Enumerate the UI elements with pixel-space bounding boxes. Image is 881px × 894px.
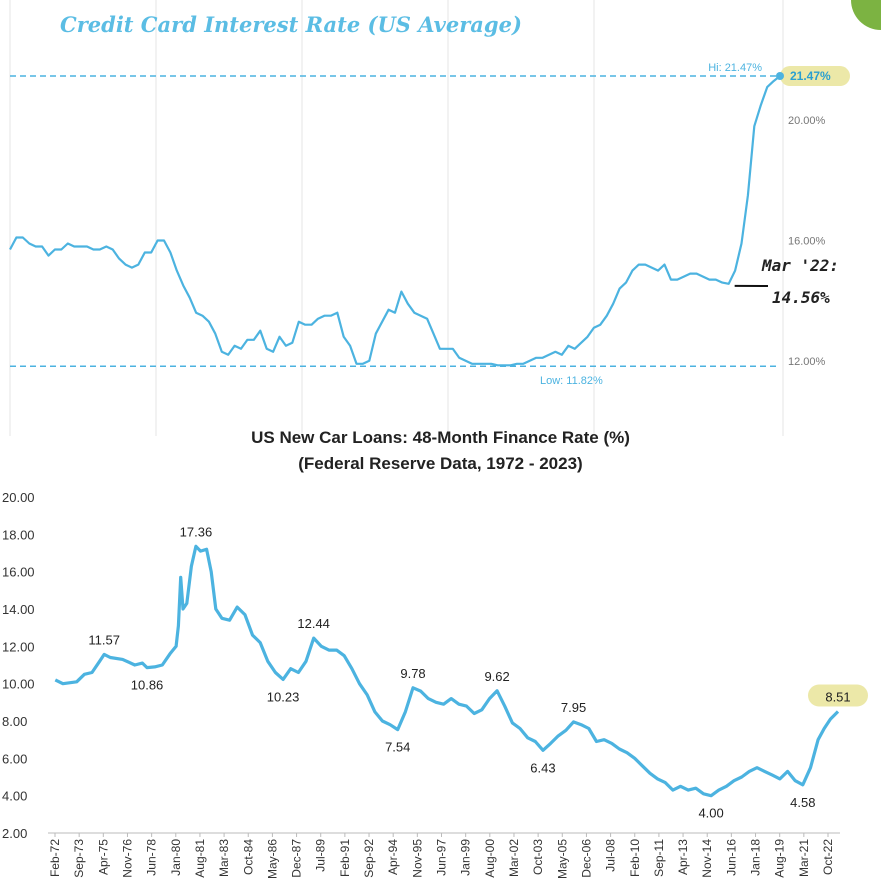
cl-x-tick-label: Nov-76: [120, 839, 134, 878]
cl-data-label: 12.44: [297, 616, 330, 631]
cc-y-tick-label: 20.00%: [788, 115, 826, 127]
cl-y-tick-label: 14.00: [2, 602, 35, 617]
cc-high-label: Hi: 21.47%: [708, 62, 762, 74]
cl-highlight-badge: [808, 684, 868, 707]
cl-y-tick-label: 20.00: [2, 490, 35, 505]
cl-x-tick-label: May-05: [555, 839, 569, 879]
cl-y-tick-label: 2.00: [2, 826, 27, 841]
cl-x-tick-label: Jan-80: [169, 839, 183, 876]
mar22-label: Mar '22:: [762, 256, 840, 275]
cl-x-tick-label: Jan-18: [749, 839, 763, 876]
cl-x-tick-label: Aug-00: [483, 839, 497, 878]
cc-last-point: [776, 72, 784, 81]
cl-x-tick-label: Oct-22: [821, 839, 835, 875]
cl-data-label: 8.51: [825, 689, 850, 704]
cl-x-tick-label: Feb-91: [338, 839, 352, 877]
credit-card-rate-plot: 12.00% 16.00% 20.00% Hi: 21.47% Low: 11.82% 2…: [9, 0, 850, 436]
cl-y-tick-label: 16.00: [2, 565, 35, 580]
cc-high-badge: 21.47%: [790, 69, 831, 83]
cl-data-label: 4.58: [790, 795, 815, 810]
cl-y-tick-label: 18.00: [2, 527, 35, 542]
car-loan-rate-chart: US New Car Loans: 48-Month Finance Rate …: [0, 428, 881, 894]
credit-card-rate-chart: 12.00% 16.00% 20.00% Hi: 21.47% Low: 11.82% 2…: [0, 0, 881, 436]
cl-y-tick-label: 6.00: [2, 751, 27, 766]
cl-x-tick-label: Nov-95: [410, 839, 424, 878]
cl-x-tick-label: Feb-72: [48, 839, 62, 877]
cc-y-tick-label: 16.00%: [788, 236, 826, 248]
cl-x-tick-label: Apr-75: [96, 839, 110, 875]
cl-data-label: 9.78: [400, 666, 425, 681]
cl-x-tick-label: Dec-87: [290, 839, 304, 878]
cl-x-tick-label: Jun-97: [435, 839, 449, 876]
cc-y-tick-label: 12.00%: [788, 356, 826, 368]
cl-x-tick-label: Jul-08: [604, 839, 618, 872]
cl-x-tick-label: Apr-94: [386, 839, 400, 875]
cl-data-label: 10.23: [267, 689, 300, 704]
cl-x-tick-label: Sep-92: [362, 839, 376, 878]
cl-y-tick-label: 8.00: [2, 714, 27, 729]
cl-series-line: [54, 544, 840, 798]
cl-x-tick-label: Mar-02: [507, 839, 521, 877]
cl-x-tick-label: Aug-19: [773, 839, 787, 878]
cl-data-label: 11.57: [88, 632, 120, 647]
car-loan-rate-plot: 2.00 4.00 6.00 8.00 10.00 12.00 14.00 16.00 18.0…: [2, 490, 868, 879]
cl-x-tick-label: Sep-11: [652, 839, 666, 877]
cl-data-label: 9.62: [484, 669, 509, 684]
cl-x-tick-label: Oct-84: [241, 839, 255, 875]
car-loan-chart-title: US New Car Loans: 48-Month Finance Rate …: [251, 428, 630, 447]
cl-x-tick-label: Oct-03: [531, 839, 545, 875]
cl-x-tick-label: Jun-78: [145, 839, 159, 876]
cl-x-tick-label: Jan-99: [459, 839, 473, 876]
cl-x-tick-label: Apr-13: [676, 839, 690, 875]
cl-x-tick-label: Dec-06: [579, 839, 593, 878]
cl-y-tick-label: 10.00: [2, 677, 35, 692]
cl-x-tick-label: Feb-10: [628, 839, 642, 877]
cl-x-tick-label: Mar-21: [797, 839, 811, 877]
cc-high-badge-bg: [780, 66, 850, 87]
cl-data-label: 7.95: [561, 700, 586, 715]
credit-card-chart-title: Credit Card Interest Rate (US Average): [60, 12, 522, 37]
cl-data-label: 6.43: [530, 760, 555, 775]
cl-y-tick-label: 12.00: [2, 639, 35, 654]
cl-x-tick-label: May-86: [265, 839, 279, 879]
car-loan-chart-subtitle: (Federal Reserve Data, 1972 - 2023): [298, 454, 583, 473]
cl-x-tick-label: Aug-81: [193, 839, 207, 878]
cl-x-tick-label: Jun-16: [724, 839, 738, 876]
cl-data-label: 17.36: [180, 524, 213, 539]
cc-low-label: Low: 11.82%: [540, 375, 603, 387]
cl-y-tick-label: 4.00: [2, 789, 27, 804]
cl-x-tick-label: Nov-14: [700, 839, 714, 878]
cc-series-line: [9, 75, 781, 367]
cl-x-tick-label: Jul-89: [314, 839, 328, 872]
cl-x-tick-label: Sep-73: [72, 839, 86, 878]
cl-data-label: 4.00: [698, 806, 723, 821]
mar22-value: 14.56%: [772, 288, 830, 307]
cl-x-tick-label: Mar-83: [217, 839, 231, 877]
cl-data-label: 10.86: [131, 678, 164, 693]
cl-data-label: 7.54: [385, 740, 410, 755]
